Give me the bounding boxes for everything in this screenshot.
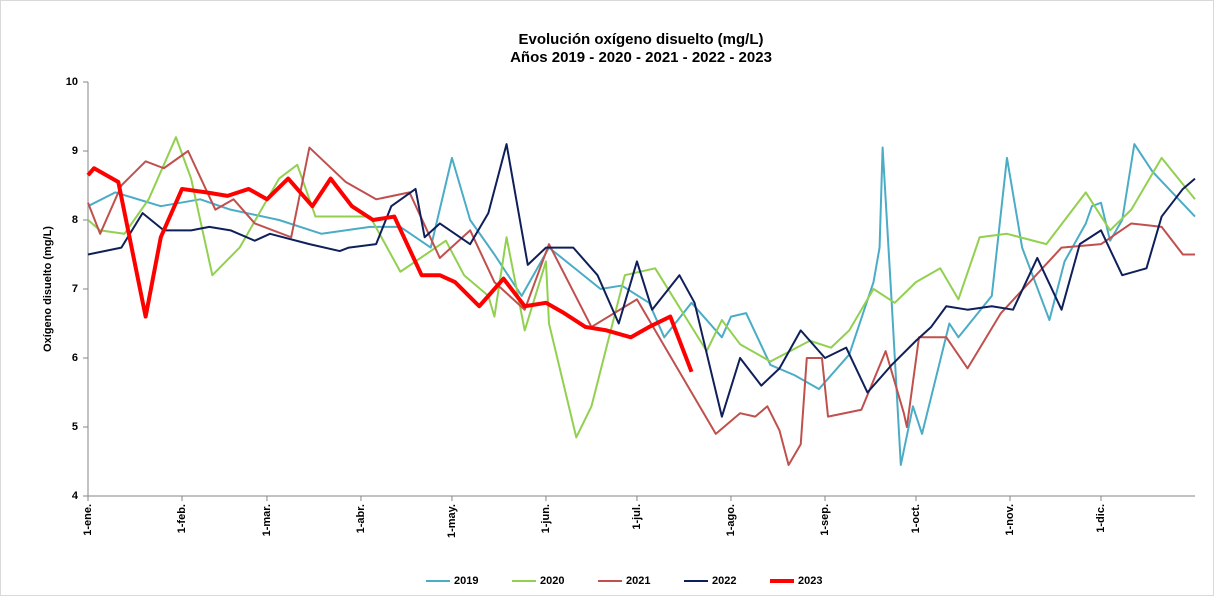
x-tick-label: 1-abr. xyxy=(355,504,367,533)
x-tick-label: 1-may. xyxy=(446,504,458,538)
x-tick-label: 1-dic. xyxy=(1095,504,1107,533)
y-axis-label: Oxígeno disuelto (mg/L) xyxy=(42,226,54,352)
x-tick-label: 1-jun. xyxy=(540,504,552,533)
chart-title: Evolución oxígeno disuelto (mg/L) xyxy=(518,31,763,48)
x-tick-label: 1-nov. xyxy=(1004,504,1016,536)
series-line xyxy=(87,146,1195,466)
x-tick-label: 1-mar. xyxy=(261,504,273,536)
legend-label: 2019 xyxy=(454,575,478,587)
legend-label: 2021 xyxy=(626,575,650,587)
y-tick-label: 6 xyxy=(72,352,78,364)
y-tick-label: 4 xyxy=(72,490,79,502)
series-line xyxy=(87,143,1196,418)
y-tick-label: 8 xyxy=(72,214,78,226)
x-tick-label: 1-oct. xyxy=(910,504,922,533)
y-tick-label: 10 xyxy=(66,76,78,88)
series-line xyxy=(86,166,694,373)
x-tick-label: 1-feb. xyxy=(176,504,188,533)
series-line xyxy=(87,136,1196,439)
x-tick-label: 1-ene. xyxy=(82,504,94,536)
y-tick-label: 5 xyxy=(72,421,78,433)
x-tick-label: 1-jul. xyxy=(631,504,643,530)
legend-label: 2022 xyxy=(712,575,736,587)
chart-subtitle: Años 2019 - 2020 - 2021 - 2022 - 2023 xyxy=(510,49,772,66)
y-tick-label: 9 xyxy=(72,145,78,157)
x-tick-label: 1-sep. xyxy=(819,504,831,536)
legend-label: 2020 xyxy=(540,575,564,587)
x-tick-label: 1-ago. xyxy=(725,504,737,536)
legend-label: 2023 xyxy=(798,575,822,587)
y-tick-label: 7 xyxy=(72,283,78,295)
